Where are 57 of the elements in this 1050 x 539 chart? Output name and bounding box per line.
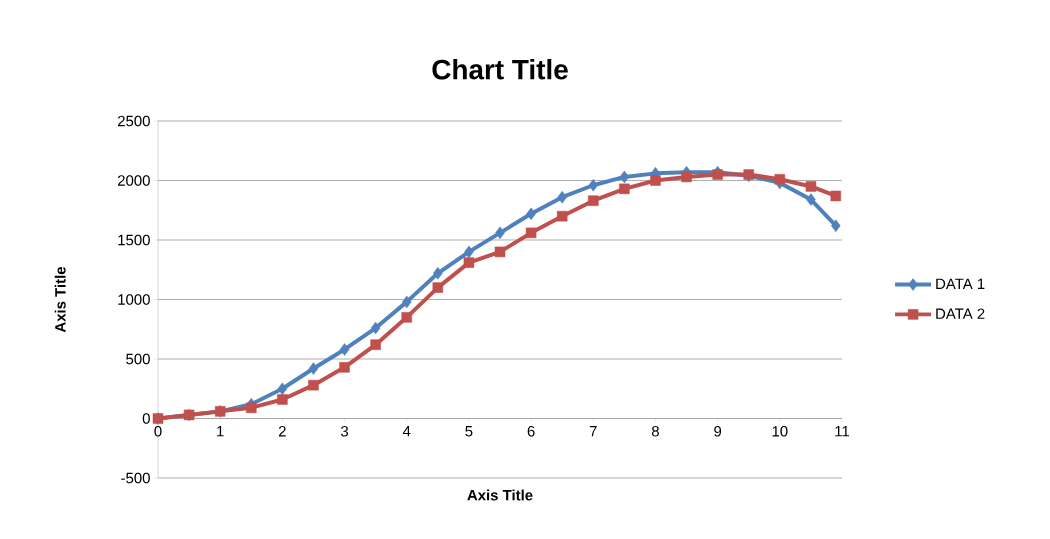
- y-tick-label: 2000: [117, 175, 150, 186]
- y-tick-label: 500: [126, 353, 150, 365]
- point: [650, 175, 661, 186]
- legend-label: DATA 1: [936, 278, 985, 289]
- x-tick-label: 6: [527, 426, 535, 437]
- point: [557, 190, 567, 204]
- x-tick-label: 8: [651, 426, 659, 437]
- point: [619, 170, 630, 184]
- x-tick-label: 5: [465, 426, 473, 437]
- x-tick-label: 7: [589, 426, 597, 437]
- point: [495, 226, 505, 240]
- y-tick-label: 1000: [118, 294, 150, 305]
- point: [277, 394, 288, 405]
- x-tick-label: 10: [772, 426, 788, 437]
- y-tick-label: 1500: [118, 234, 150, 246]
- point: [712, 169, 723, 180]
- point: [308, 362, 319, 375]
- chart-title: Chart Title: [432, 59, 568, 80]
- x-tick-label: 0: [154, 426, 162, 437]
- point: [805, 181, 817, 192]
- point: [806, 193, 816, 206]
- y-tick-label: 2500: [117, 115, 150, 127]
- x-tick-label: 2: [278, 426, 286, 437]
- x-tick-label: 1: [217, 426, 224, 437]
- x-tick-label: 11: [835, 426, 850, 437]
- point: [463, 257, 475, 268]
- y-axis-title: Axis Title: [54, 266, 66, 333]
- point: [831, 219, 841, 232]
- y-tick-label: -500: [121, 472, 150, 484]
- x-tick-label: 9: [714, 426, 722, 437]
- point: [588, 179, 599, 192]
- point: [339, 343, 350, 356]
- point: [277, 382, 288, 395]
- point: [464, 245, 474, 259]
- point: [588, 195, 599, 206]
- point: [556, 210, 568, 222]
- point: [526, 207, 536, 221]
- legend-label: DATA 2: [936, 308, 985, 319]
- point: [681, 171, 692, 183]
- point: [339, 362, 350, 373]
- point: [432, 282, 444, 293]
- point: [494, 246, 506, 258]
- point: [525, 227, 537, 239]
- point: [308, 379, 319, 391]
- x-tick-label: 4: [402, 426, 411, 437]
- point: [401, 295, 412, 309]
- point: [370, 321, 381, 335]
- point: [619, 183, 630, 195]
- point: [370, 339, 381, 350]
- x-axis-title: Axis Title: [467, 489, 533, 501]
- point: [774, 174, 786, 185]
- point: [246, 402, 257, 414]
- point: [433, 267, 443, 280]
- point: [830, 190, 842, 202]
- x-tick-label: 3: [340, 426, 349, 437]
- y-tick-label: 0: [142, 413, 150, 424]
- point: [401, 312, 412, 323]
